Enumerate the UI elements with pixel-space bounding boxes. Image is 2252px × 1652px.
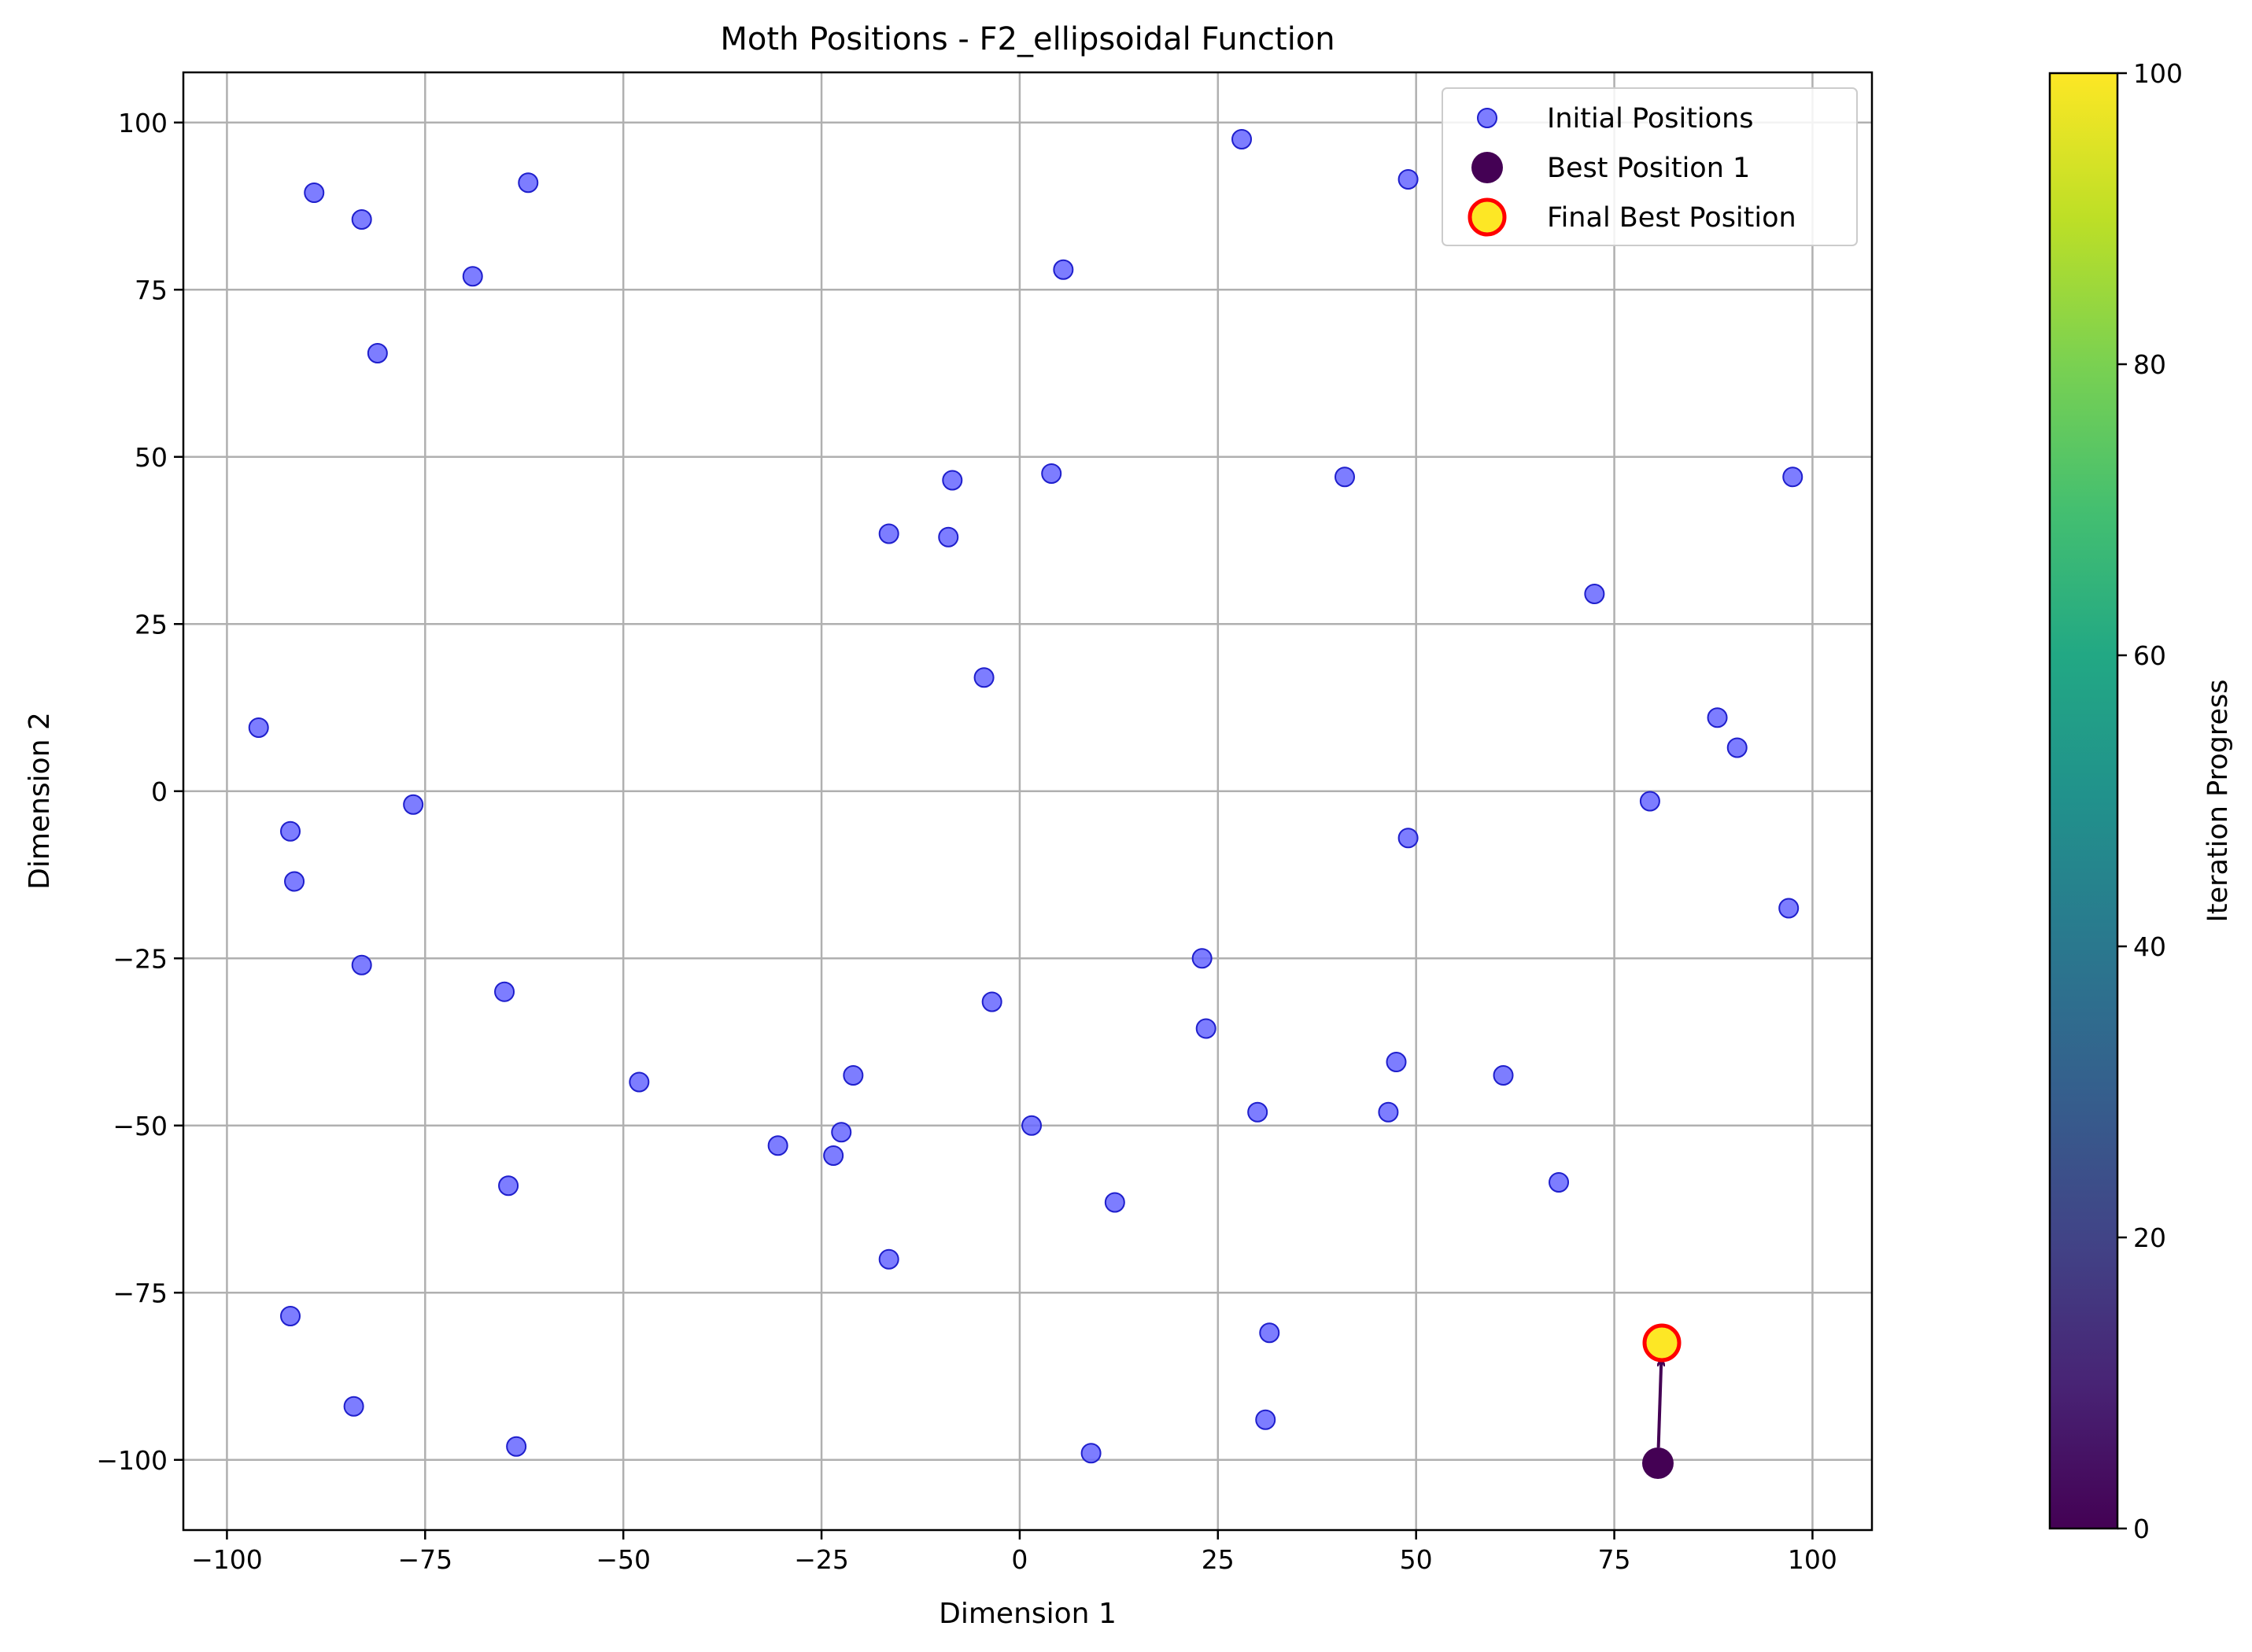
colorbar-tick-label: 60 [2133,640,2166,671]
x-tick-label: 100 [1788,1544,1837,1575]
legend-marker-best-1 [1471,152,1503,183]
grid [183,72,1872,1530]
initial-position-point [1247,1101,1268,1123]
x-tick-label: −75 [397,1544,452,1575]
legend: Initial Positions Best Position 1 Final … [1442,87,1858,246]
y-tick-label: 0 [151,776,168,807]
initial-position-point [284,871,305,892]
initial-position-point [506,1436,527,1457]
initial-position-point [1053,259,1074,280]
initial-position-point [1726,737,1748,758]
data-points [248,129,1803,1479]
colorbar-tick-label: 0 [2133,1514,2150,1544]
initial-position-point [831,1122,852,1143]
initial-position-point [1080,1443,1102,1464]
y-tick-label: 100 [118,108,168,138]
best-position-1-point [1641,1447,1674,1479]
initial-position-point [1386,1052,1407,1072]
final-best-position-point [1642,1323,1682,1363]
colorbar-tick-label: 100 [2133,58,2183,89]
initial-position-point [280,820,301,842]
y-tick-label: 50 [135,442,168,473]
initial-position-point [981,991,1002,1012]
initial-position-point [1041,463,1062,484]
initial-position-point [498,1175,519,1197]
initial-position-point [1584,584,1605,604]
initial-position-point [1397,828,1419,849]
y-tick-label: 25 [135,609,168,640]
colorbar-tick-label: 80 [2133,349,2166,380]
initial-position-point [1335,466,1356,488]
legend-marker-final [1467,197,1507,237]
initial-position-point [1104,1192,1125,1213]
y-tick-label: −75 [113,1278,168,1308]
x-tick-label: −50 [596,1544,651,1575]
initial-position-point [938,526,959,548]
initial-position-point [343,1396,364,1417]
initial-position-point [462,266,483,287]
initial-position-point [973,667,995,688]
initial-position-point [1493,1065,1514,1086]
x-tick-label: 75 [1598,1544,1631,1575]
initial-position-point [1378,1101,1399,1123]
initial-position-point [280,1306,301,1326]
initial-position-point [1195,1018,1216,1039]
initial-position-point [1639,791,1660,812]
x-tick-label: −100 [191,1544,263,1575]
legend-label-initial: Initial Positions [1547,103,1753,135]
colorbar-label: Iteration Progress [2202,680,2234,923]
initial-position-point [767,1135,788,1156]
colorbar-tick-label: 20 [2133,1222,2166,1253]
legend-marker-initial [1477,108,1497,128]
initial-position-point [1259,1322,1280,1344]
initial-position-point [1549,1172,1570,1193]
initial-position-point [304,183,325,203]
initial-position-point [942,470,963,491]
x-tick-label: 25 [1202,1544,1235,1575]
initial-position-point [1707,707,1728,728]
colorbar-ticks: 0 20 40 60 80 100 [2117,58,2183,1544]
legend-label-best-1: Best Position 1 [1547,153,1750,184]
y-tick-label: −25 [113,943,168,974]
initial-position-point [518,172,539,194]
initial-position-point [878,1248,899,1270]
initial-position-point [1255,1409,1276,1430]
initial-position-point [1397,169,1419,190]
colorbar-tick-label: 40 [2133,931,2166,962]
x-axis-label: Dimension 1 [939,1598,1117,1630]
initial-position-point [367,343,388,363]
initial-position-point [351,209,372,230]
x-tick-label: 0 [1011,1544,1028,1575]
colorbar: 0 20 40 60 80 100 Iteration Progress [2048,58,2234,1544]
movement-arrow [1656,1360,1662,1448]
initial-position-point [823,1145,844,1166]
y-tick-label: −50 [113,1111,168,1141]
legend-frame [1442,87,1858,246]
plot-frame [182,71,1874,1532]
initial-position-point [248,717,269,738]
initial-position-point [629,1071,650,1093]
initial-position-point [1778,898,1800,919]
y-axis-label: Dimension 2 [24,712,56,890]
legend-label-final: Final Best Position [1547,202,1796,234]
x-tick-label: 50 [1400,1544,1433,1575]
initial-position-point [351,954,372,975]
y-tick-label: 75 [135,275,168,305]
initial-position-point [494,981,515,1002]
chart-title: Moth Positions - F2_ellipsoidal Function [720,21,1335,57]
initial-position-point [1191,948,1213,969]
x-tick-label: −25 [794,1544,849,1575]
y-tick-label: −100 [96,1445,168,1476]
axis-ticks: −100 −75 −50 −25 0 25 50 75 100 −100 −75 −50 −25 0 25 5… [96,108,1837,1575]
colorbar-gradient [2048,72,2119,1530]
initial-position-point [878,523,899,544]
initial-position-point [403,794,424,815]
initial-position-point [1231,129,1253,149]
initial-position-point [843,1065,864,1086]
initial-position-point [1782,466,1803,488]
initial-position-point [1021,1115,1043,1136]
